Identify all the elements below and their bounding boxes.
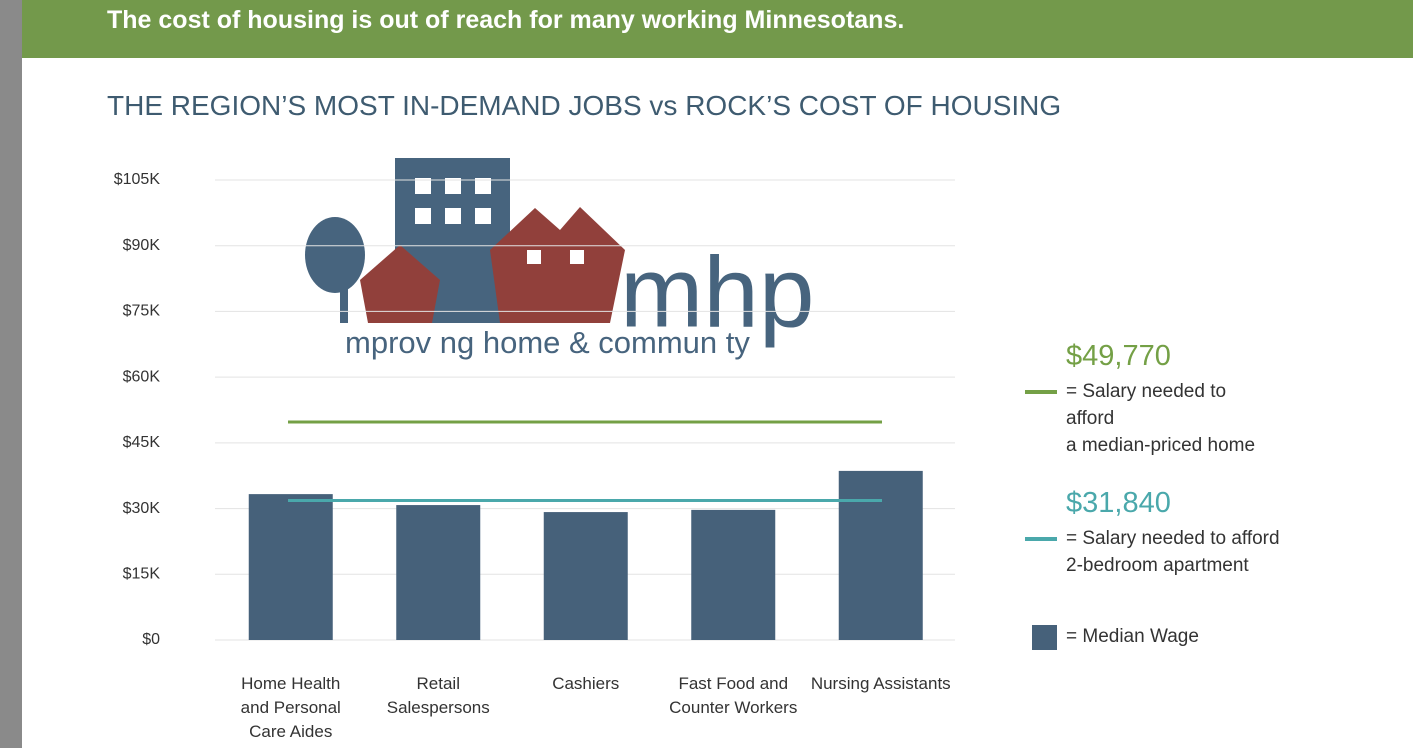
legend-value: $31,840 [1066,487,1171,519]
y-tick-label: $75K [123,303,161,320]
y-tick-label: $30K [123,500,161,517]
header-bar [22,0,1413,58]
logo-tree [305,217,365,293]
left-border [0,0,22,748]
y-tick-label: $0 [142,631,160,648]
logo-house [360,245,440,323]
legend-label: = Median Wage [1066,626,1199,647]
logo-house-windows [527,250,584,264]
legend-label: = Salary needed to afford 2-bedroom apar… [1066,528,1280,576]
header-title: The cost of housing is out of reach for … [107,6,905,34]
y-tick-label: $60K [123,368,161,385]
y-tick-label: $90K [123,237,161,254]
logo-name: mhp [620,236,815,348]
bar [543,512,628,640]
y-tick-label: $105K [114,171,161,188]
logo-house [490,207,625,323]
plot: $0 $15K $30K $45K $60K $75K $90K $105K [114,171,1057,650]
bar [691,509,776,640]
x-tick-label: Cashiers [552,674,620,693]
legend-label: = Salary needed to afford a median-price… [1066,381,1256,456]
y-tick-label: $45K [123,434,161,451]
x-tick-label: Fast Food and Counter Workers [669,674,798,717]
logo: mhp mprov ng home & commun ty [305,158,815,360]
chart-title: THE REGION’S MOST IN-DEMAND JOBS vs ROCK… [107,90,1062,121]
logo-trunk [340,270,348,323]
bar [248,494,333,640]
bar [396,505,481,640]
logo-windows [415,178,491,224]
x-tick-label: Nursing Assistants [810,674,951,693]
y-tick-label: $15K [123,566,161,583]
logo-tagline: mprov ng home & commun ty [345,325,750,360]
x-tick-label: Home Health and Personal Care Aides [240,674,341,741]
legend-value: $49,770 [1066,340,1171,372]
bar [838,470,923,640]
legend-swatch [1032,625,1057,650]
x-tick-label: Retail Salespersons [386,674,490,717]
